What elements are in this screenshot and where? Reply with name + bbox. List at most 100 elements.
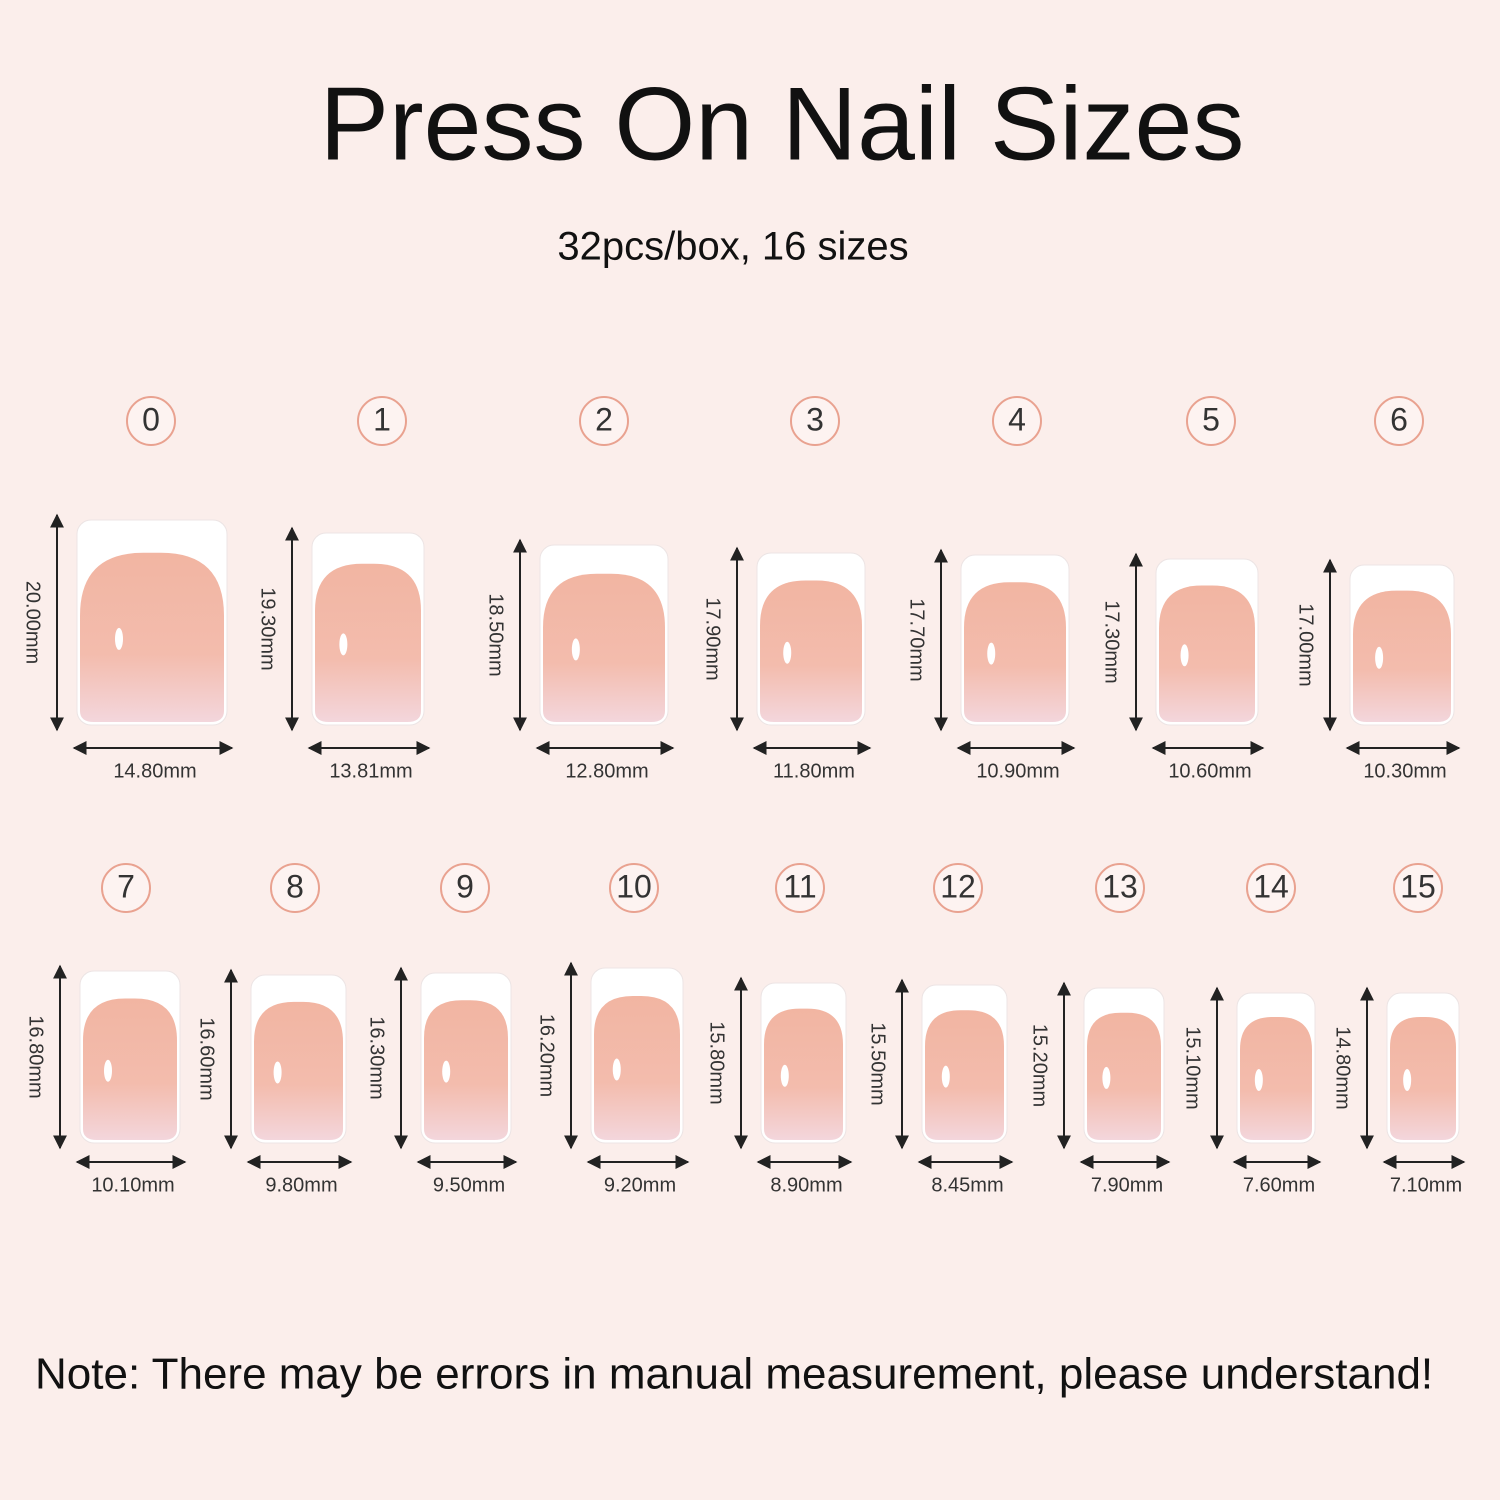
size-number: 9 [456, 868, 474, 904]
size-badge [609, 863, 659, 913]
width-label: 9.80mm [265, 1174, 337, 1196]
nail-highlight [1102, 1066, 1111, 1089]
length-label: 17.30mm [1101, 600, 1123, 683]
nail-highlight [1254, 1069, 1263, 1091]
nail-bed [1087, 1012, 1161, 1140]
nail-bed [760, 580, 862, 722]
length-label: 17.70mm [906, 598, 928, 681]
width-label: 8.90mm [770, 1174, 842, 1196]
nail-bed [315, 563, 421, 722]
nail-highlight [1375, 646, 1384, 669]
length-label: 15.50mm [867, 1022, 889, 1105]
nail-bed [543, 573, 665, 722]
nail-bed [1353, 590, 1451, 722]
nail-bed [1390, 1017, 1456, 1140]
nail-highlight [571, 638, 580, 661]
nail-highlight [1180, 644, 1189, 667]
length-label: 15.10mm [1182, 1026, 1204, 1109]
size-number: 0 [142, 401, 160, 437]
size-number: 14 [1253, 868, 1289, 904]
size-badge [933, 863, 983, 913]
length-label: 15.80mm [706, 1021, 728, 1104]
width-label: 10.10mm [91, 1174, 174, 1196]
size-number: 4 [1008, 401, 1026, 437]
title: Press On Nail Sizes [320, 66, 1245, 182]
nail-highlight [987, 642, 996, 665]
nail-highlight [115, 627, 123, 650]
width-label: 7.90mm [1091, 1174, 1163, 1196]
nail-highlight [780, 1064, 789, 1087]
size-badge [579, 396, 629, 446]
nail-highlight [104, 1059, 112, 1082]
size-number: 8 [286, 868, 304, 904]
nail-highlight [612, 1058, 621, 1081]
size-number: 6 [1390, 401, 1408, 437]
width-label: 14.80mm [113, 760, 196, 782]
width-label: 10.60mm [1168, 760, 1251, 782]
width-label: 9.20mm [604, 1174, 676, 1196]
nail-bed [925, 1010, 1004, 1140]
nail-bed [964, 582, 1066, 722]
nail-bed [424, 1000, 508, 1140]
length-label: 16.80mm [25, 1015, 47, 1098]
length-label: 20.00mm [22, 581, 44, 664]
width-label: 13.81mm [329, 760, 412, 782]
nail-highlight [339, 633, 348, 656]
size-number: 2 [595, 401, 613, 437]
size-number: 11 [783, 868, 816, 904]
size-badge [775, 863, 825, 913]
nail-highlight [1403, 1069, 1412, 1091]
size-badge [992, 396, 1042, 446]
nail-highlight [273, 1061, 282, 1084]
length-label: 18.50mm [485, 593, 507, 676]
nail-grid: 0 20.00mm 14.80mm 1 19.30mm 13.81mm 2 18.50mm 12… [22, 396, 1466, 1196]
nail-highlight [941, 1065, 950, 1088]
size-badge [1186, 396, 1236, 446]
size-badge [440, 863, 490, 913]
width-label: 10.30mm [1363, 760, 1446, 782]
subtitle: 32pcs/box, 16 sizes [557, 225, 908, 269]
length-label: 17.90mm [702, 597, 724, 680]
size-number: 7 [117, 868, 135, 904]
width-label: 8.45mm [931, 1174, 1003, 1196]
length-label: 16.30mm [366, 1016, 388, 1099]
size-badge [1246, 863, 1296, 913]
width-label: 10.90mm [976, 760, 1059, 782]
size-badge [1393, 863, 1443, 913]
size-badge [357, 396, 407, 446]
nail-bed [254, 1001, 343, 1140]
size-badge [1095, 863, 1145, 913]
width-label: 12.80mm [565, 760, 648, 782]
size-badge [101, 863, 151, 913]
size-number: 12 [940, 868, 976, 904]
length-label: 16.20mm [536, 1014, 558, 1097]
size-number: 10 [616, 868, 652, 904]
size-badge [790, 396, 840, 446]
width-label: 9.50mm [433, 1174, 505, 1196]
nail-bed [594, 996, 680, 1140]
size-number: 1 [373, 401, 391, 437]
note: Note: There may be errors in manual meas… [35, 1350, 1433, 1399]
size-badge [270, 863, 320, 913]
nail-bed [80, 552, 224, 722]
size-number: 3 [806, 401, 824, 437]
length-label: 17.00mm [1295, 603, 1317, 686]
width-label: 11.80mm [773, 760, 855, 782]
nail-highlight [442, 1060, 451, 1083]
length-label: 19.30mm [257, 587, 279, 670]
nail-highlight [783, 641, 792, 664]
size-number: 13 [1102, 868, 1138, 904]
nail-bed [1159, 585, 1255, 722]
length-label: 15.20mm [1029, 1024, 1051, 1107]
size-badge [126, 396, 176, 446]
length-label: 16.60mm [196, 1017, 218, 1100]
width-label: 7.60mm [1243, 1174, 1315, 1196]
nail-bed [764, 1008, 843, 1140]
size-badge [1374, 396, 1424, 446]
size-number: 5 [1202, 401, 1220, 437]
length-label: 14.80mm [1332, 1026, 1354, 1109]
width-label: 7.10mm [1390, 1174, 1462, 1196]
size-number: 15 [1400, 868, 1436, 904]
nail-bed [1240, 1017, 1312, 1140]
